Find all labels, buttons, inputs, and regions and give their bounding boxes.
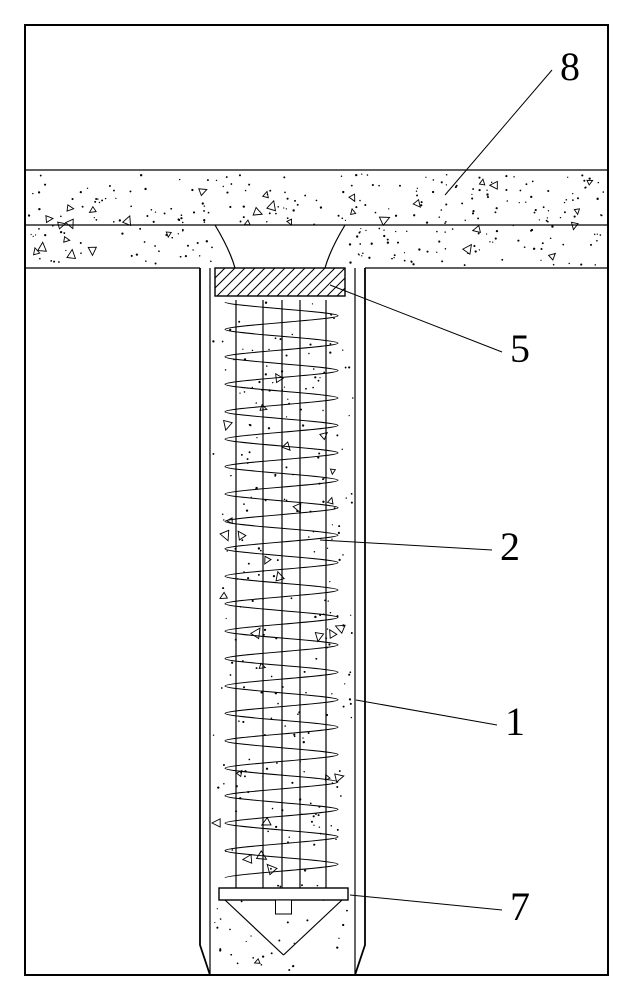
break-curve-right bbox=[325, 225, 345, 268]
label-8-text: 8 bbox=[560, 44, 580, 89]
label-2-text: 2 bbox=[500, 524, 520, 569]
outer-frame bbox=[25, 25, 608, 975]
label-8: 8 bbox=[445, 44, 580, 195]
label-1-text: 1 bbox=[505, 699, 525, 744]
label-1: 1 bbox=[356, 699, 525, 744]
label-7: 7 bbox=[350, 884, 530, 929]
top-plate bbox=[187, 268, 395, 296]
label-2: 2 bbox=[320, 524, 520, 569]
tip-assembly bbox=[219, 888, 348, 955]
break-curve-left bbox=[215, 225, 235, 268]
label-7-text: 7 bbox=[510, 884, 530, 929]
label-5-text: 5 bbox=[510, 326, 530, 371]
stratum-texture bbox=[28, 173, 604, 266]
label-5: 5 bbox=[330, 285, 530, 371]
